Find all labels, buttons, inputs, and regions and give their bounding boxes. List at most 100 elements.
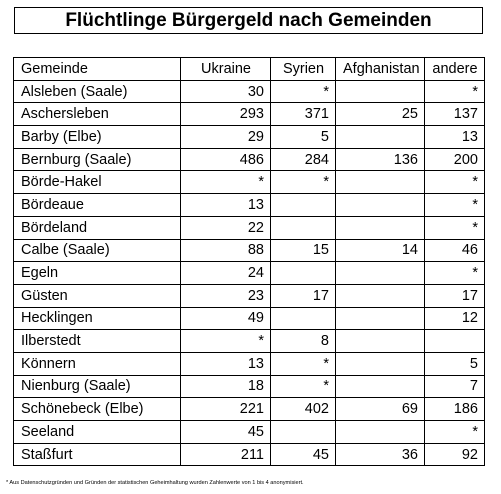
value-cell [270, 306, 336, 331]
value-cell: 17 [270, 283, 336, 308]
column-header-andere: andere [424, 57, 485, 81]
table-row: Seeland 45 * [13, 420, 485, 444]
value-cell [335, 351, 425, 376]
value-cell: 45 [270, 442, 336, 467]
value-cell: 5 [424, 351, 485, 376]
gemeinde-cell: Egeln [13, 261, 181, 285]
table-row: Calbe (Saale) 88 15 14 46 [13, 238, 485, 263]
gemeinde-cell: Könnern [13, 351, 181, 376]
value-cell: 46 [424, 238, 485, 263]
value-cell: * [424, 79, 485, 104]
gemeinde-cell: Bernburg (Saale) [13, 147, 181, 172]
value-cell: 371 [270, 102, 336, 127]
gemeinde-cell: Börde-Hakel [13, 170, 181, 195]
value-cell: * [180, 170, 271, 195]
value-cell: 25 [335, 102, 425, 127]
value-cell: 36 [335, 442, 425, 467]
value-cell: 92 [424, 442, 485, 467]
table-row: Bördeland 22 * [13, 215, 485, 240]
table-row: Bördeaue 13 * [13, 193, 485, 217]
table-row: Staßfurt 211 45 36 92 [13, 442, 485, 467]
table-row: Barby (Elbe) 29 5 13 [13, 125, 485, 149]
value-cell: 137 [424, 102, 485, 127]
table-row: Bernburg (Saale) 486 284 136 200 [13, 147, 485, 172]
value-cell: * [424, 261, 485, 285]
gemeinde-cell: Aschersleben [13, 102, 181, 127]
gemeinde-cell: Schönebeck (Elbe) [13, 397, 181, 421]
table-body: Alsleben (Saale) 30 * * Aschersleben 293 371 25… [13, 79, 485, 467]
value-cell: 284 [270, 147, 336, 172]
value-cell [335, 193, 425, 217]
gemeinde-cell: Güsten [13, 283, 181, 308]
value-cell: * [424, 420, 485, 444]
gemeinde-cell: Bördeland [13, 215, 181, 240]
table-row: Nienburg (Saale) 18 * 7 [13, 374, 485, 399]
gemeinde-cell: Nienburg (Saale) [13, 374, 181, 399]
value-cell: 5 [270, 125, 336, 149]
column-header-afghanistan: Afghanistan [335, 57, 425, 81]
table-row: Ilberstedt * 8 [13, 329, 485, 353]
value-cell: * [270, 351, 336, 376]
value-cell: 12 [424, 306, 485, 331]
refugee-table: Gemeinde Ukraine Syrien Afghanistan ande… [13, 57, 485, 467]
gemeinde-cell: Hecklingen [13, 306, 181, 331]
table-row: Könnern 13 * 5 [13, 351, 485, 376]
value-cell [335, 170, 425, 195]
value-cell [424, 329, 485, 353]
table-row: Aschersleben 293 371 25 137 [13, 102, 485, 127]
value-cell: 13 [180, 193, 271, 217]
value-cell: 17 [424, 283, 485, 308]
value-cell: 211 [180, 442, 271, 467]
gemeinde-cell: Seeland [13, 420, 181, 444]
value-cell: 221 [180, 397, 271, 421]
gemeinde-cell: Staßfurt [13, 442, 181, 467]
value-cell: 24 [180, 261, 271, 285]
value-cell: 200 [424, 147, 485, 172]
value-cell: 30 [180, 79, 271, 104]
value-cell: * [180, 329, 271, 353]
table-row: Güsten 23 17 17 [13, 283, 485, 308]
column-header-ukraine: Ukraine [180, 57, 271, 81]
table-row: Hecklingen 49 12 [13, 306, 485, 331]
value-cell [335, 283, 425, 308]
page-title: Flüchtlinge Bürgergeld nach Gemeinden [14, 7, 483, 34]
table-row: Egeln 24 * [13, 261, 485, 285]
value-cell [335, 420, 425, 444]
value-cell: * [424, 215, 485, 240]
table-row: Schönebeck (Elbe) 221 402 69 186 [13, 397, 485, 421]
table-row: Börde-Hakel * * * [13, 170, 485, 195]
value-cell [335, 261, 425, 285]
gemeinde-cell: Bördeaue [13, 193, 181, 217]
value-cell [335, 374, 425, 399]
value-cell: 69 [335, 397, 425, 421]
value-cell: 45 [180, 420, 271, 444]
value-cell: 14 [335, 238, 425, 263]
gemeinde-cell: Calbe (Saale) [13, 238, 181, 263]
column-header-syrien: Syrien [270, 57, 336, 81]
value-cell: 402 [270, 397, 336, 421]
value-cell: 8 [270, 329, 336, 353]
value-cell [335, 306, 425, 331]
value-cell [270, 420, 336, 444]
table-row: Alsleben (Saale) 30 * * [13, 79, 485, 104]
value-cell: 186 [424, 397, 485, 421]
value-cell: * [424, 170, 485, 195]
value-cell: 18 [180, 374, 271, 399]
value-cell [335, 125, 425, 149]
value-cell: * [270, 79, 336, 104]
gemeinde-cell: Alsleben (Saale) [13, 79, 181, 104]
value-cell: 29 [180, 125, 271, 149]
value-cell [335, 79, 425, 104]
value-cell: * [270, 374, 336, 399]
value-cell: 22 [180, 215, 271, 240]
value-cell: 15 [270, 238, 336, 263]
column-header-gemeinde: Gemeinde [13, 57, 181, 81]
value-cell: 49 [180, 306, 271, 331]
value-cell [270, 215, 336, 240]
gemeinde-cell: Barby (Elbe) [13, 125, 181, 149]
value-cell: 293 [180, 102, 271, 127]
value-cell: 23 [180, 283, 271, 308]
gemeinde-cell: Ilberstedt [13, 329, 181, 353]
value-cell [335, 215, 425, 240]
value-cell: 486 [180, 147, 271, 172]
